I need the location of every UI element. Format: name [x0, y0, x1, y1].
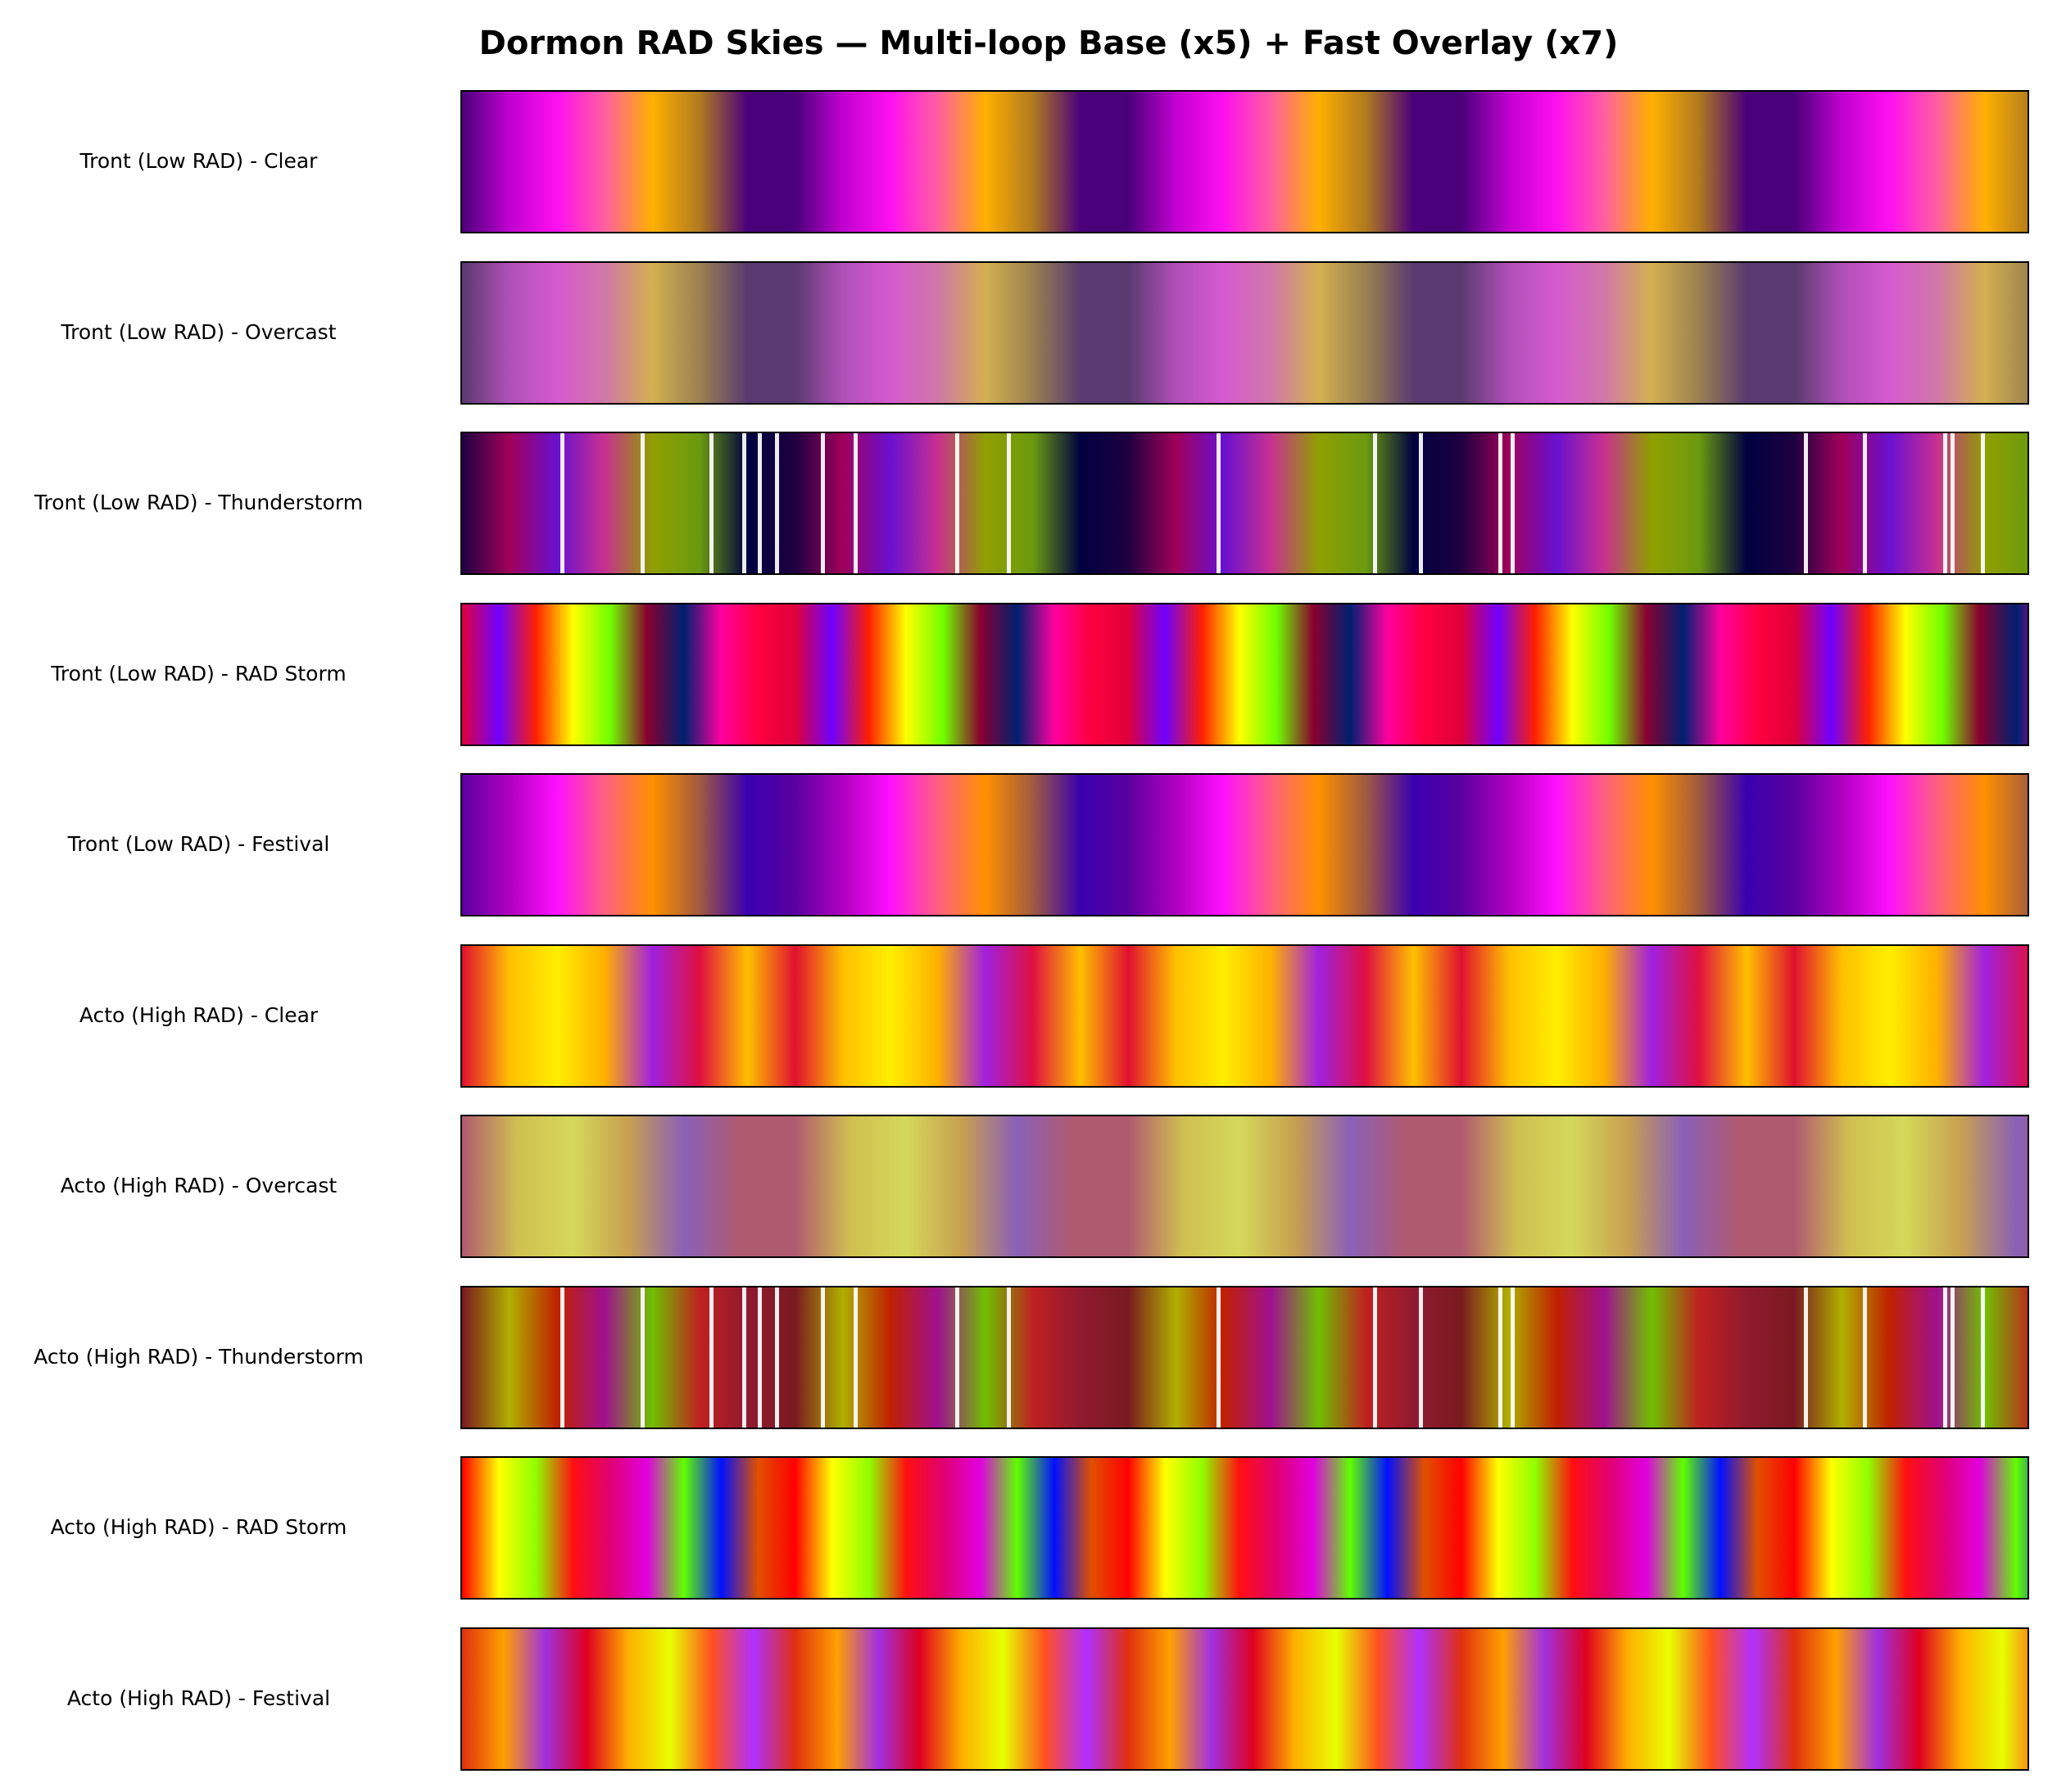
lightning-flash	[1498, 433, 1503, 573]
color-strip	[460, 1456, 2029, 1600]
lightning-flash	[954, 1287, 959, 1428]
color-strip	[460, 603, 2029, 746]
lightning-flash	[742, 433, 747, 573]
lightning-flash	[853, 1287, 858, 1428]
lightning-flash	[640, 1287, 645, 1428]
lightning-flash	[1803, 433, 1808, 573]
lightning-flash	[640, 433, 645, 573]
lightning-flash	[1007, 1287, 1012, 1428]
lightning-flash	[1373, 433, 1378, 573]
chart-title: Dormon RAD Skies — Multi-loop Base (x5) …	[478, 25, 1619, 62]
row-label: Acto (High RAD) - RAD Storm	[50, 1514, 347, 1539]
lightning-flash	[709, 433, 714, 573]
lightning-flash	[560, 433, 565, 573]
row-label: Acto (High RAD) - Thunderstorm	[34, 1344, 364, 1369]
lightning-flash	[1863, 433, 1868, 573]
lightning-flash	[1942, 1287, 1947, 1428]
color-strip	[460, 1627, 2029, 1771]
row-label: Acto (High RAD) - Overcast	[60, 1173, 338, 1197]
row-label: Tront (Low RAD) - Festival	[67, 831, 330, 856]
row-label: Acto (High RAD) - Festival	[66, 1686, 331, 1710]
lightning-flash	[1511, 1287, 1516, 1428]
lightning-flash	[954, 433, 959, 573]
lightning-flash	[1951, 433, 1955, 573]
lightning-flash	[853, 433, 858, 573]
lightning-flash	[742, 1287, 747, 1428]
lightning-flash	[1373, 1287, 1378, 1428]
color-strip	[460, 90, 2029, 233]
row-label: Acto (High RAD) - Clear	[79, 1002, 319, 1027]
lightning-flash	[709, 1287, 714, 1428]
lightning-flash	[560, 1287, 565, 1428]
lightning-flash	[775, 433, 780, 573]
lightning-flash	[820, 1287, 825, 1428]
row-label: Tront (Low RAD) - Overcast	[61, 319, 337, 344]
lightning-flash	[1942, 433, 1947, 573]
lightning-flash	[1217, 433, 1221, 573]
lightning-flash	[1217, 1287, 1221, 1428]
lightning-flash	[1511, 433, 1516, 573]
lightning-flash	[1007, 433, 1012, 573]
lightning-flash	[1418, 433, 1423, 573]
lightning-flash	[1980, 1287, 1985, 1428]
lightning-flash	[758, 433, 763, 573]
lightning-flash	[1863, 1287, 1868, 1428]
lightning-flash	[1803, 1287, 1808, 1428]
color-strip	[460, 261, 2029, 405]
color-strip	[460, 944, 2029, 1088]
color-strip	[460, 432, 2029, 575]
row-label: Tront (Low RAD) - Clear	[79, 148, 318, 173]
lightning-flash	[1418, 1287, 1423, 1428]
lightning-flash	[1498, 1287, 1503, 1428]
color-strip	[460, 773, 2029, 916]
lightning-flash	[775, 1287, 780, 1428]
lightning-flash	[1951, 1287, 1955, 1428]
color-strip	[460, 1286, 2029, 1429]
row-label: Tront (Low RAD) - RAD Storm	[51, 661, 347, 686]
lightning-flash	[1980, 433, 1985, 573]
row-label: Tront (Low RAD) - Thunderstorm	[34, 490, 364, 514]
color-strip	[460, 1115, 2029, 1258]
lightning-flash	[758, 1287, 763, 1428]
lightning-flash	[820, 433, 825, 573]
